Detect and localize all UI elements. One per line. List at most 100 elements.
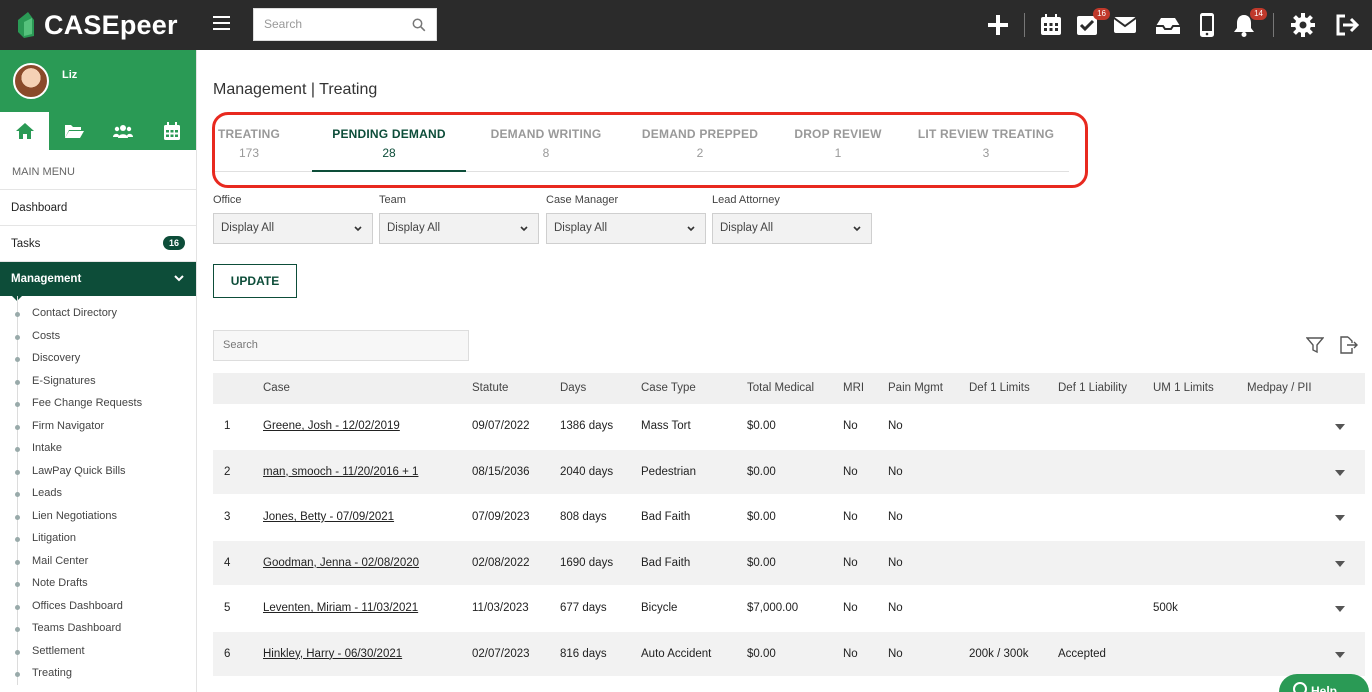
- logo-text: CASEpeer: [44, 9, 178, 40]
- table-search-input[interactable]: Search: [213, 330, 469, 361]
- column-header-mri[interactable]: MRI: [843, 382, 865, 394]
- submenu-item[interactable]: Leads: [0, 482, 196, 505]
- tab-count: 3: [982, 146, 990, 160]
- sidebar-tab-contacts[interactable]: [98, 112, 147, 150]
- submenu-item[interactable]: Settlement: [0, 640, 196, 663]
- expand-row-caret-icon[interactable]: [1335, 606, 1345, 612]
- filter-select-lead-attorney[interactable]: Display All: [712, 213, 872, 244]
- sidebar-item-management[interactable]: Management: [0, 262, 196, 301]
- filter-select-case-manager[interactable]: Display All: [546, 213, 706, 244]
- submenu-item[interactable]: Intake: [0, 437, 196, 460]
- expand-row-caret-icon[interactable]: [1335, 469, 1345, 476]
- submenu-item[interactable]: Offices Dashboard: [0, 595, 196, 618]
- column-header-um-1-limits[interactable]: UM 1 Limits: [1153, 382, 1214, 394]
- expand-row-caret-icon[interactable]: [1335, 515, 1345, 521]
- tab-label: LIT REVIEW TREATING: [917, 127, 1055, 141]
- column-header-case-type[interactable]: Case Type: [641, 382, 696, 394]
- calendar-icon[interactable]: [1038, 12, 1064, 38]
- filter-value: Display All: [720, 222, 774, 234]
- update-button[interactable]: UPDATE: [213, 264, 297, 298]
- add-icon[interactable]: [985, 12, 1011, 38]
- case-link[interactable]: Goodman, Jenna - 02/08/2020: [263, 556, 420, 569]
- submenu-item[interactable]: Costs: [0, 325, 196, 348]
- tab-pending-demand[interactable]: PENDING DEMAND 28: [312, 127, 466, 172]
- column-header-medpay-pii[interactable]: Medpay / PII: [1247, 382, 1312, 394]
- table-header: Case Statute Days Case Type Total Medical MRI…: [213, 373, 1365, 404]
- submenu-item[interactable]: Teams Dashboard: [0, 617, 196, 640]
- submenu-item[interactable]: Litigation: [0, 527, 196, 550]
- cell-statute: 08/15/2036: [472, 465, 530, 478]
- case-link[interactable]: man, smooch - 11/20/2016 + 1: [263, 465, 419, 478]
- tab-drop-review[interactable]: DROP REVIEW 1: [779, 127, 897, 172]
- case-link[interactable]: Jones, Betty - 07/09/2021: [263, 511, 395, 523]
- tab-count: 173: [238, 146, 260, 160]
- tasks-check-icon[interactable]: 16: [1074, 8, 1110, 38]
- mail-icon[interactable]: [1112, 12, 1138, 38]
- sidebar-tab-home[interactable]: [0, 112, 49, 150]
- submenu-item[interactable]: E-Signatures: [0, 370, 196, 393]
- sidebar-tab-cases[interactable]: [49, 112, 98, 150]
- cell-statute: 02/08/2022: [472, 556, 530, 569]
- case-link[interactable]: Greene, Josh - 12/02/2019: [263, 420, 400, 432]
- cell-days: 677 days: [560, 602, 607, 614]
- column-header-total-medical[interactable]: Total Medical: [747, 382, 815, 394]
- topbar-separator: [1273, 13, 1274, 37]
- expand-row-caret-icon[interactable]: [1335, 424, 1345, 430]
- submenu-item[interactable]: Lien Negotiations: [0, 505, 196, 528]
- submenu-item[interactable]: Contact Directory: [0, 302, 196, 325]
- mobile-phone-icon[interactable]: [1194, 12, 1220, 38]
- filter-select-team[interactable]: Display All: [379, 213, 539, 244]
- logout-icon[interactable]: [1334, 12, 1360, 38]
- hamburger-menu-icon[interactable]: [213, 16, 230, 30]
- case-link[interactable]: Leventen, Miriam - 11/03/2021: [263, 602, 419, 614]
- submenu-item[interactable]: Discovery: [0, 347, 196, 370]
- column-header-statute[interactable]: Statute: [472, 382, 509, 394]
- table-row: 1 Greene, Josh - 12/02/2019 09/07/2022 1386…: [213, 404, 1365, 450]
- sidebar-tab-calendar[interactable]: [147, 112, 196, 150]
- case-link[interactable]: Hinkley, Harry - 06/30/2021: [263, 647, 403, 660]
- submenu-item[interactable]: Fee Change Requests: [0, 392, 196, 415]
- row-number: 4: [224, 556, 231, 569]
- sidebar-item-dashboard[interactable]: Dashboard: [0, 190, 196, 226]
- settings-gear-icon[interactable]: [1290, 12, 1316, 38]
- table-row: 2 man, smooch - 11/20/2016 + 1 08/15/2036 2…: [213, 449, 1365, 495]
- cell-type: Mass Tort: [641, 420, 691, 432]
- export-file-icon[interactable]: [1338, 336, 1358, 354]
- tab-demand-writing[interactable]: DEMAND WRITING 8: [478, 127, 614, 172]
- submenu-item[interactable]: Firm Navigator: [0, 415, 196, 438]
- top-bar: CASEpeer Search 16 14: [0, 0, 1372, 50]
- column-header-def-1-limits[interactable]: Def 1 Limits: [969, 382, 1030, 394]
- expand-row-caret-icon[interactable]: [1335, 560, 1345, 567]
- main-content: Management | Treating TREATING 173 PENDING…: [197, 50, 1372, 692]
- logo[interactable]: CASEpeer: [14, 6, 178, 44]
- sidebar-item-label: Dashboard: [11, 201, 68, 214]
- avatar[interactable]: [13, 63, 49, 99]
- table-row: 4 Goodman, Jenna - 02/08/2020 02/08/2022 16…: [213, 540, 1365, 586]
- filter-funnel-icon[interactable]: [1306, 336, 1324, 354]
- expand-row-caret-icon[interactable]: [1335, 651, 1345, 658]
- submenu-item[interactable]: Treating: [0, 662, 196, 685]
- help-button[interactable]: Help: [1279, 674, 1369, 692]
- folder-open-icon: [64, 125, 84, 138]
- filter-value: Display All: [221, 222, 275, 234]
- global-search-input[interactable]: Search: [253, 8, 437, 41]
- cell-pain: No: [888, 465, 903, 478]
- column-header-case[interactable]: Case: [263, 382, 290, 394]
- column-header-def-1-liability[interactable]: Def 1 Liability: [1058, 382, 1128, 394]
- row-number: 6: [224, 647, 231, 660]
- sidebar-item-tasks[interactable]: Tasks 16: [0, 226, 196, 262]
- filter-select-office[interactable]: Display All: [213, 213, 373, 244]
- tab-demand-prepped[interactable]: DEMAND PREPPED 2: [628, 127, 772, 172]
- cell-type: Bicycle: [641, 602, 678, 614]
- tab-lit-review-treating[interactable]: LIT REVIEW TREATING 3: [905, 127, 1067, 172]
- submenu-item[interactable]: Note Drafts: [0, 572, 196, 595]
- column-header-pain-mgmt[interactable]: Pain Mgmt: [888, 382, 943, 394]
- submenu-item[interactable]: LawPay Quick Bills: [0, 460, 196, 483]
- sidebar-tabs: [0, 112, 196, 150]
- tab-treating[interactable]: TREATING 173: [214, 127, 284, 172]
- column-header-days[interactable]: Days: [560, 382, 587, 394]
- inbox-tray-icon[interactable]: [1155, 12, 1181, 38]
- notifications-bell-icon[interactable]: 14: [1231, 8, 1267, 38]
- cell-mri: No: [843, 602, 858, 614]
- submenu-item[interactable]: Mail Center: [0, 550, 196, 573]
